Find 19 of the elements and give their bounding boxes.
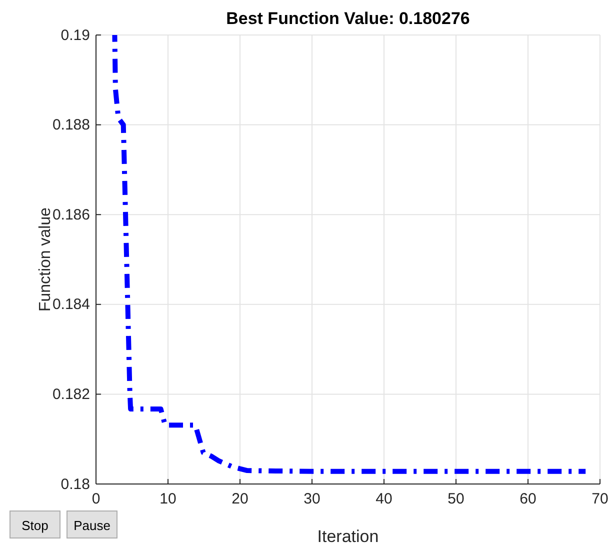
x-tick-label: 10 [160, 490, 176, 508]
button: Pause [66, 510, 118, 538]
y-tick-label: 0.18 [60, 476, 90, 493]
x-tick-label: 20 [232, 490, 248, 508]
x-axis-title: Iteration [317, 527, 379, 546]
x-tick-label: 60 [520, 490, 536, 508]
chart-title: Best Function Value: 0.180276 [226, 9, 470, 28]
y-tick-label: 0.188 [52, 116, 90, 134]
y-tick-label: 0.186 [52, 206, 90, 224]
x-tick-label: 30 [304, 490, 320, 508]
y-tick-label: 0.19 [60, 26, 90, 44]
x-tick-label: 0 [92, 490, 100, 508]
y-tick-label: 0.184 [52, 296, 90, 314]
x-tick-label: 70 [592, 490, 608, 508]
x-tick-label: 40 [376, 490, 392, 508]
y-axis-title: Function value [37, 207, 54, 312]
button: Stop [10, 510, 60, 538]
y-tick-label: 0.182 [52, 386, 90, 403]
x-tick-label: 50 [448, 490, 464, 508]
